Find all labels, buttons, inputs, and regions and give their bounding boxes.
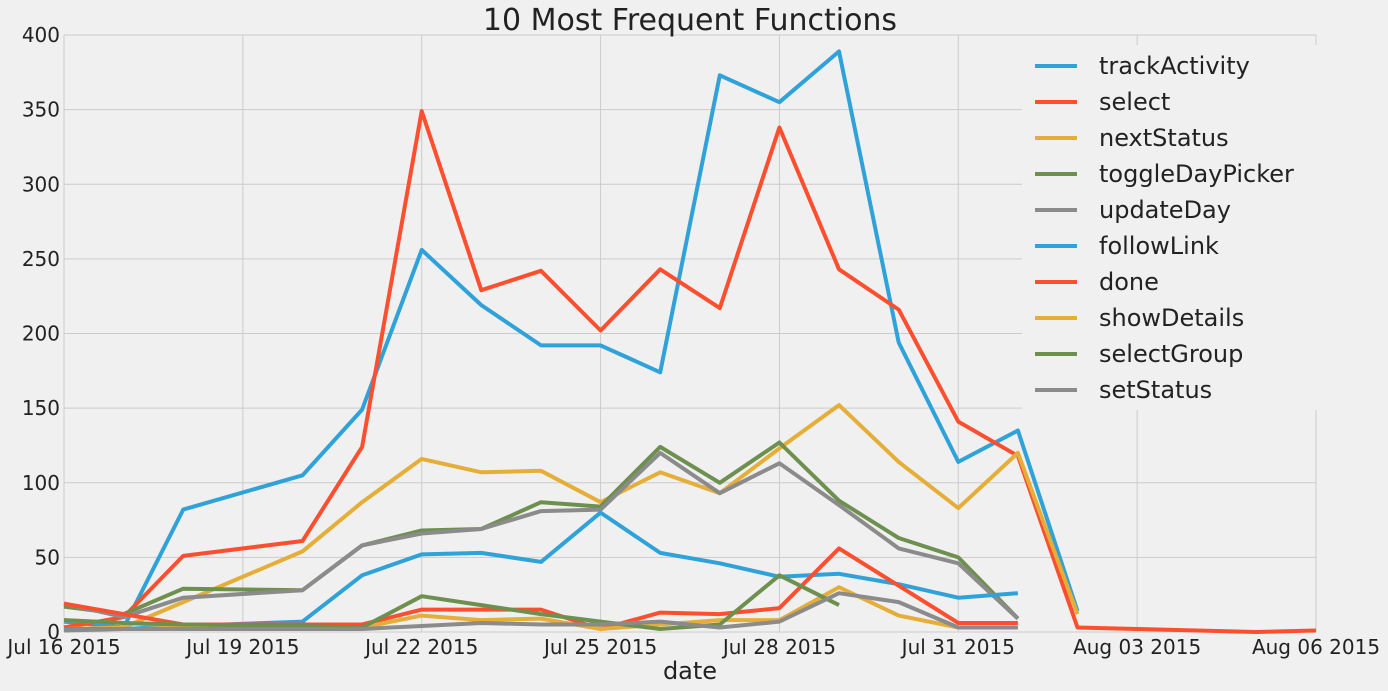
x-tick-labels: Jul 16 2015 Jul 19 2015 Jul 22 2015 Jul 25 … bbox=[5, 635, 1380, 659]
legend: trackActivity select nextStatus toggleDayPi… bbox=[1022, 45, 1322, 410]
series-line-toggleDayPicker bbox=[63, 440, 1020, 620]
y-tick-label: 300 bbox=[22, 172, 60, 196]
legend-label: select bbox=[1099, 88, 1170, 116]
legend-label: nextStatus bbox=[1099, 124, 1229, 152]
legend-box bbox=[1022, 45, 1322, 410]
x-tick-label: Jul 19 2015 bbox=[184, 635, 299, 659]
legend-label: toggleDayPicker bbox=[1099, 160, 1294, 188]
chart-title: 10 Most Frequent Functions bbox=[483, 3, 897, 38]
series-lines bbox=[63, 49, 1317, 634]
x-tick-label: Aug 06 2015 bbox=[1252, 635, 1380, 659]
series-line-trackActivity bbox=[63, 49, 1080, 630]
y-tick-label: 250 bbox=[22, 247, 60, 271]
legend-label: showDetails bbox=[1099, 304, 1244, 332]
legend-label: done bbox=[1099, 268, 1159, 296]
series-line-selectGroup bbox=[63, 573, 840, 631]
x-axis-label: date bbox=[663, 657, 717, 685]
y-tick-label: 100 bbox=[22, 471, 60, 495]
legend-label: trackActivity bbox=[1099, 52, 1250, 80]
x-tick-label: Jul 22 2015 bbox=[363, 635, 478, 659]
y-tick-label: 50 bbox=[35, 545, 60, 569]
y-tick-label: 150 bbox=[22, 396, 60, 420]
series-line-nextStatus bbox=[63, 403, 1080, 631]
y-tick-labels: 0 50 100 150 200 250 300 350 400 bbox=[22, 23, 60, 644]
x-tick-label: Jul 16 2015 bbox=[5, 635, 120, 659]
legend-label: setStatus bbox=[1099, 376, 1212, 404]
y-tick-label: 350 bbox=[22, 98, 60, 122]
legend-label: followLink bbox=[1099, 232, 1219, 260]
series-line-select bbox=[63, 109, 1317, 634]
y-tick-label: 0 bbox=[47, 620, 60, 644]
x-tick-label: Jul 28 2015 bbox=[721, 635, 836, 659]
series-line-setStatus bbox=[63, 591, 1018, 633]
y-tick-label: 400 bbox=[22, 23, 60, 47]
y-tick-label: 200 bbox=[22, 322, 60, 346]
legend-label: updateDay bbox=[1099, 196, 1231, 224]
x-tick-label: Aug 03 2015 bbox=[1073, 635, 1201, 659]
x-tick-label: Jul 31 2015 bbox=[900, 635, 1015, 659]
series-line-updateDay bbox=[63, 450, 1020, 621]
x-tick-label: Jul 25 2015 bbox=[542, 635, 657, 659]
legend-label: selectGroup bbox=[1099, 340, 1243, 368]
